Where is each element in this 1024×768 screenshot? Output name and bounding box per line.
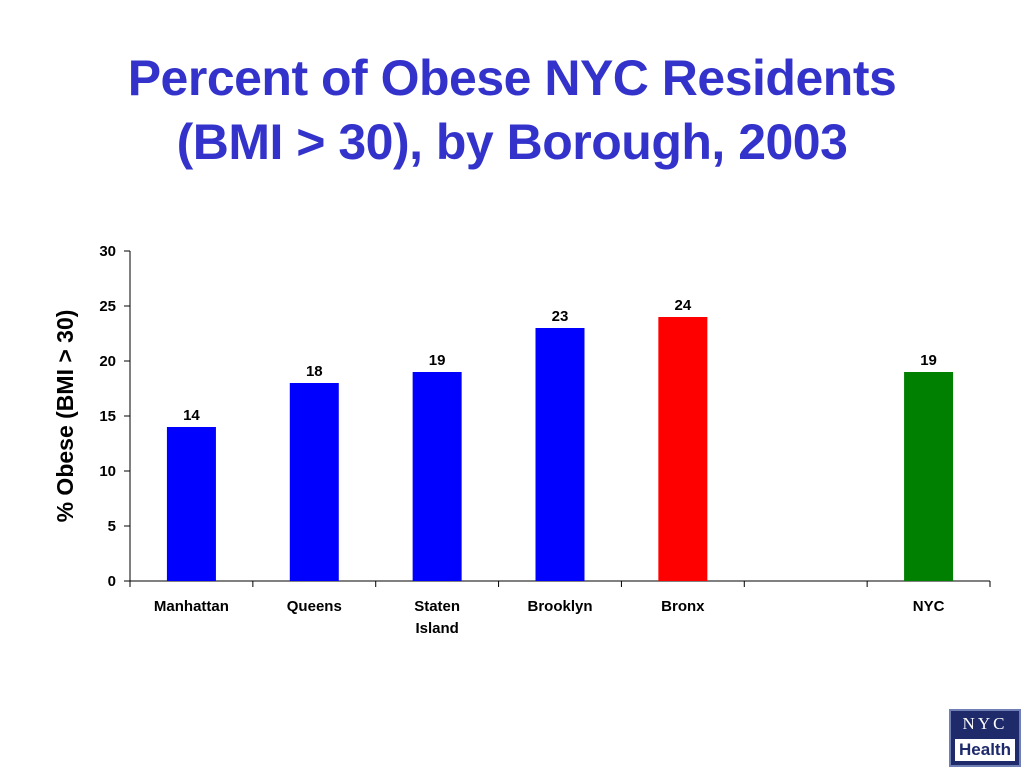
x-tick-label: Manhattan (154, 598, 229, 615)
data-label: 24 (675, 297, 692, 314)
bar (412, 372, 462, 581)
x-tick-label: NYC (913, 598, 945, 615)
y-tick-label: 10 (99, 463, 116, 480)
y-tick-label: 25 (99, 298, 116, 315)
data-label: 14 (183, 407, 200, 424)
data-label: 18 (306, 363, 323, 380)
chart-title: Percent of Obese NYC Residents (BMI > 30… (0, 46, 1024, 174)
logo-line-2: Health (955, 739, 1015, 761)
x-tick-label: Bronx (661, 598, 705, 615)
y-axis-title: % Obese (BMI > 30) (52, 310, 78, 523)
bar (166, 427, 216, 581)
data-label: 19 (429, 352, 446, 369)
x-tick-label: Brooklyn (527, 598, 592, 615)
data-label: 19 (920, 352, 937, 369)
logo-line-1: NYC (962, 714, 1008, 733)
x-tick-label: Queens (287, 598, 342, 615)
y-tick-label: 0 (108, 573, 116, 590)
title-line-2: (BMI > 30), by Borough, 2003 (176, 114, 848, 170)
y-tick-label: 15 (99, 408, 116, 425)
bar (535, 328, 585, 581)
title-line-1: Percent of Obese NYC Residents (127, 50, 897, 106)
y-tick-label: 30 (99, 243, 116, 260)
y-tick-label: 20 (99, 353, 116, 370)
x-tick-label: Staten (414, 598, 460, 615)
bar (658, 317, 708, 581)
bar (904, 372, 954, 581)
y-tick-label: 5 (108, 518, 116, 535)
bar (289, 383, 339, 581)
nyc-health-logo: NYC Health (949, 709, 1021, 767)
x-tick-label: Island (415, 620, 458, 637)
data-label: 23 (552, 308, 569, 325)
